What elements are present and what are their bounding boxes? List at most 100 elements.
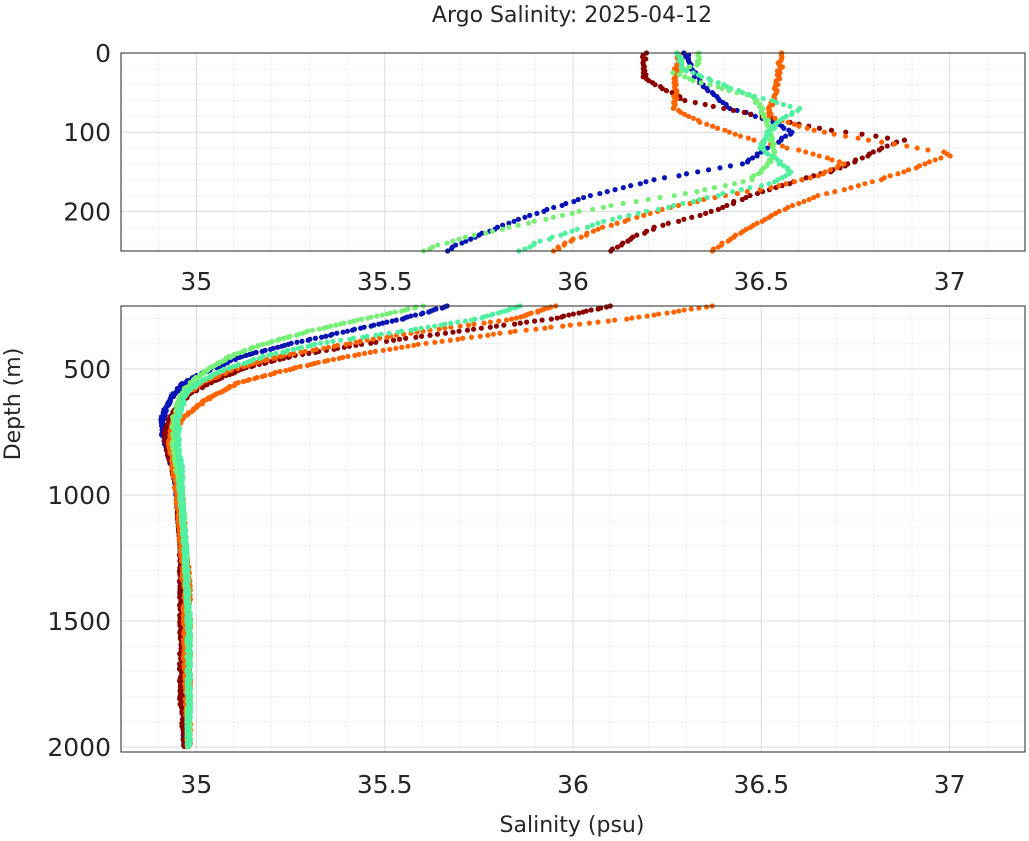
data-point xyxy=(207,374,213,381)
x-tick-label: 35.5 xyxy=(357,770,413,799)
data-point xyxy=(754,190,761,197)
data-point xyxy=(305,337,311,343)
data-point xyxy=(820,171,826,177)
data-point xyxy=(566,312,572,318)
data-point xyxy=(891,141,897,147)
data-point xyxy=(378,331,384,337)
data-point xyxy=(383,338,390,344)
data-point xyxy=(738,230,744,236)
data-point xyxy=(780,101,786,108)
data-point xyxy=(569,228,575,234)
data-point xyxy=(567,322,573,328)
data-point xyxy=(465,322,472,328)
data-point xyxy=(603,304,610,310)
data-point xyxy=(803,149,809,155)
data-point xyxy=(634,214,640,220)
data-point xyxy=(776,139,782,145)
data-point xyxy=(576,208,582,214)
data-point xyxy=(715,84,721,90)
data-point xyxy=(319,334,325,340)
data-point xyxy=(568,238,574,244)
data-point xyxy=(580,194,587,201)
data-point xyxy=(298,349,304,355)
data-point xyxy=(611,317,618,323)
data-point xyxy=(779,143,785,149)
data-point xyxy=(739,161,745,167)
lower-grid xyxy=(120,306,1026,752)
data-point xyxy=(396,336,403,342)
data-point xyxy=(705,167,712,173)
data-point xyxy=(386,330,392,336)
data-point xyxy=(751,137,757,143)
data-point xyxy=(796,123,802,129)
data-point xyxy=(574,226,580,232)
data-point xyxy=(384,334,390,340)
data-point xyxy=(267,346,274,352)
data-point xyxy=(599,224,606,230)
data-point xyxy=(595,306,601,312)
data-point xyxy=(784,145,790,151)
data-point xyxy=(751,93,758,100)
data-point xyxy=(256,355,262,362)
data-point xyxy=(425,324,431,330)
data-point xyxy=(730,107,736,114)
data-point xyxy=(811,127,817,133)
data-point xyxy=(697,119,703,125)
data-point xyxy=(316,326,322,332)
data-point xyxy=(744,189,750,195)
data-point xyxy=(740,179,746,185)
data-point xyxy=(698,80,704,86)
data-point xyxy=(895,171,901,177)
upper-axes-box xyxy=(120,52,1026,252)
data-point xyxy=(331,343,338,349)
data-point xyxy=(855,183,861,189)
data-point xyxy=(512,305,518,311)
data-point xyxy=(865,137,872,143)
data-point xyxy=(703,210,709,216)
data-point xyxy=(676,173,682,179)
data-point xyxy=(595,226,601,232)
data-point xyxy=(411,342,417,348)
data-point xyxy=(681,216,687,222)
data-point xyxy=(513,315,519,321)
data-point xyxy=(343,341,349,347)
data-point xyxy=(330,356,337,363)
data-point xyxy=(495,310,502,316)
data-point xyxy=(873,133,879,139)
data-point xyxy=(506,224,512,230)
data-point xyxy=(691,74,698,80)
data-point xyxy=(643,179,649,185)
data-point xyxy=(855,135,861,141)
data-point xyxy=(788,111,795,117)
data-point xyxy=(779,175,785,181)
data-point xyxy=(535,309,541,315)
data-point xyxy=(926,159,933,165)
data-point xyxy=(559,212,566,218)
data-point xyxy=(405,343,411,349)
y-tick-label: 100 xyxy=(63,118,111,147)
data-point xyxy=(427,246,433,252)
data-point xyxy=(468,236,474,242)
data-point xyxy=(522,246,528,252)
data-point xyxy=(725,238,731,244)
data-point xyxy=(539,307,545,313)
data-point xyxy=(862,181,868,187)
data-point xyxy=(507,329,513,335)
y-tick-label: 500 xyxy=(63,355,111,384)
data-point xyxy=(704,194,710,201)
data-point xyxy=(715,80,721,86)
data-point xyxy=(752,113,758,119)
data-point xyxy=(688,306,694,312)
data-point xyxy=(722,183,728,189)
data-point xyxy=(656,311,662,317)
data-point xyxy=(597,190,603,197)
series-float-aquamarine xyxy=(173,303,523,750)
data-point xyxy=(336,355,342,362)
data-point xyxy=(724,202,730,209)
data-point xyxy=(542,325,548,331)
data-point xyxy=(435,242,441,248)
data-point xyxy=(932,157,938,163)
data-point xyxy=(643,208,650,214)
data-point xyxy=(686,113,692,119)
